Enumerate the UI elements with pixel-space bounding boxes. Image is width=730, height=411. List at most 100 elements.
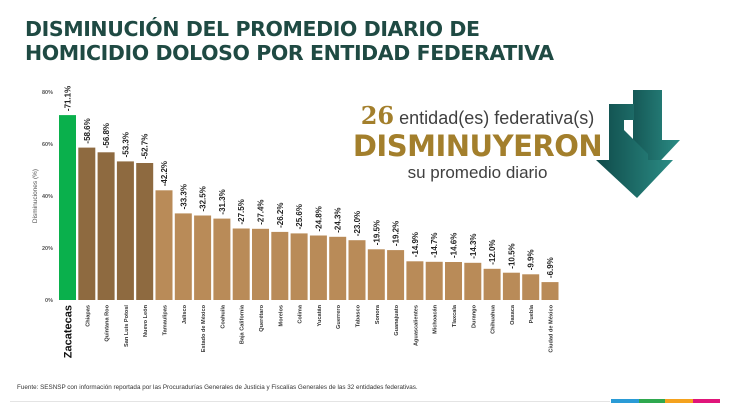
x-tick-label: Quintana Roo [105, 304, 111, 341]
double-down-arrow-icon [596, 90, 680, 198]
data-label: -32.5% [199, 186, 208, 211]
bar-aguascalientes [406, 261, 424, 300]
x-tick-label: Tamaulipas [163, 305, 169, 335]
x-tick-label: Jalisco [182, 304, 188, 324]
x-tick-label: Baja California [240, 304, 246, 344]
bar-quintana-roo [97, 152, 115, 300]
x-tick-label: Puebla [529, 304, 535, 323]
bar-colima [290, 233, 308, 300]
data-label: -24.8% [314, 206, 323, 231]
bar-chiapas [78, 147, 96, 300]
x-tick-label: Zacatecas [63, 305, 75, 358]
data-label: -14.6% [450, 233, 459, 258]
bar-durango [464, 262, 482, 300]
x-tick-label: Yucatán [317, 304, 323, 326]
callout-headline: DISMINUYERON [352, 129, 603, 163]
front-arrow [596, 104, 673, 198]
x-tick-label: Guerrero [336, 304, 342, 329]
bar-baja-california [232, 228, 250, 300]
data-label: -31.3% [218, 189, 227, 214]
footer-stripe-green [639, 399, 665, 403]
data-label: -9.9% [527, 249, 536, 270]
bar-puebla [522, 274, 540, 300]
x-tick-label: Guanajuato [394, 304, 400, 335]
bar-tlaxcala [445, 262, 462, 300]
footer-divider [10, 401, 610, 402]
x-tick-label: Estado de México [201, 304, 207, 352]
bar-tamaulipas [155, 190, 173, 300]
data-label: -14.9% [411, 232, 420, 257]
bar-estado-de-mexico [194, 215, 212, 300]
data-label: -10.5% [507, 243, 516, 268]
data-label: -27.5% [237, 199, 246, 224]
x-axis-tick-labels: Zacatecas Chiapas Quintana Roo San Luis Pot… [63, 304, 555, 358]
y-tick-label: 0% [45, 298, 53, 304]
bar-morelos [271, 231, 289, 300]
bar-tabasco [348, 240, 366, 300]
bar-chihuahua [483, 268, 501, 300]
bar-coahuila [213, 218, 231, 300]
bar-michoacan [425, 261, 443, 300]
x-tick-label: Coahuila [220, 304, 226, 329]
data-label: -6.9% [546, 257, 555, 278]
x-tick-label: Morelos [278, 305, 284, 326]
data-label: -14.7% [430, 232, 439, 257]
source-note: Fuente: SESNSP con información reportada… [17, 384, 418, 391]
bar-jalisco [174, 213, 192, 300]
x-tick-label: Tabasco [356, 304, 362, 327]
x-tick-label: Tlaxcala [452, 304, 458, 327]
footer-stripe-orange [665, 399, 693, 403]
x-tick-label: Colima [298, 304, 304, 324]
x-tick-label: Aguascalientes [413, 305, 419, 346]
data-label: -26.2% [276, 203, 285, 228]
bar-yucatan [309, 235, 327, 300]
data-label: -53.3% [121, 132, 130, 157]
data-label: -14.3% [469, 233, 478, 258]
data-label: -25.6% [295, 204, 304, 229]
callout-line-1: 26 entidad(es) federativa(s) [350, 104, 605, 130]
callout-count: 26 [360, 101, 395, 130]
bar-san-luis-potosi [116, 161, 134, 300]
summary-callout: 26 entidad(es) federativa(s) DISMINUYERO… [350, 104, 605, 184]
data-label: -52.7% [141, 134, 150, 159]
bar-ciudad-de-mexico [541, 282, 559, 300]
title-line-1: DISMINUCIÓN DEL PROMEDIO DIARIO DE [25, 17, 480, 41]
data-label: -12.0% [488, 239, 497, 264]
footer-stripe-pink [693, 399, 720, 403]
x-tick-label: Querétaro [259, 304, 265, 331]
bar-nuevo-leon [136, 163, 154, 300]
x-tick-label: Nuevo León [143, 304, 149, 337]
callout-line-3: su promedio diario [407, 163, 548, 182]
data-label: -42.2% [160, 161, 169, 186]
x-tick-label: Chiapas [85, 305, 91, 327]
page-title: DISMINUCIÓN DEL PROMEDIO DIARIO DE HOMIC… [25, 17, 585, 65]
y-axis-label: Disminuciones (%) [32, 169, 39, 223]
y-axis: 0% 20% 40% 60% 80% [42, 90, 53, 304]
bar-guerrero [329, 236, 347, 300]
bar-queretaro [252, 228, 269, 300]
y-tick-label: 20% [42, 246, 53, 252]
data-label: -33.3% [179, 184, 188, 209]
x-tick-label: Ciudad de México [549, 304, 555, 352]
data-label: -24.3% [334, 207, 343, 232]
data-label: -23.0% [353, 211, 362, 236]
footer-stripe-blue [611, 399, 639, 403]
data-label: -19.2% [392, 221, 401, 246]
callout-line-1-text: entidad(es) federativa(s) [399, 108, 595, 128]
data-label: -71.1% [64, 86, 73, 111]
bar-sonora [367, 249, 385, 300]
data-label: -19.5% [372, 220, 381, 245]
x-tick-label: Sonora [375, 304, 381, 324]
y-tick-label: 80% [42, 90, 53, 96]
x-tick-label: Durango [471, 304, 477, 328]
bars [59, 115, 559, 300]
title-line-2: HOMICIDIO DOLOSO POR ENTIDAD FEDERATIVA [25, 41, 554, 65]
bar-guanajuato [387, 250, 405, 300]
data-label: -58.6% [83, 118, 92, 143]
data-label: -56.8% [102, 123, 111, 148]
data-labels: -71.1% -58.6% -56.8% -53.3% -52.7% -42.2% -33.… [64, 86, 556, 278]
x-tick-label: Oaxaca [510, 304, 516, 325]
data-label: -27.4% [257, 199, 266, 224]
bar-zacatecas [59, 115, 76, 300]
